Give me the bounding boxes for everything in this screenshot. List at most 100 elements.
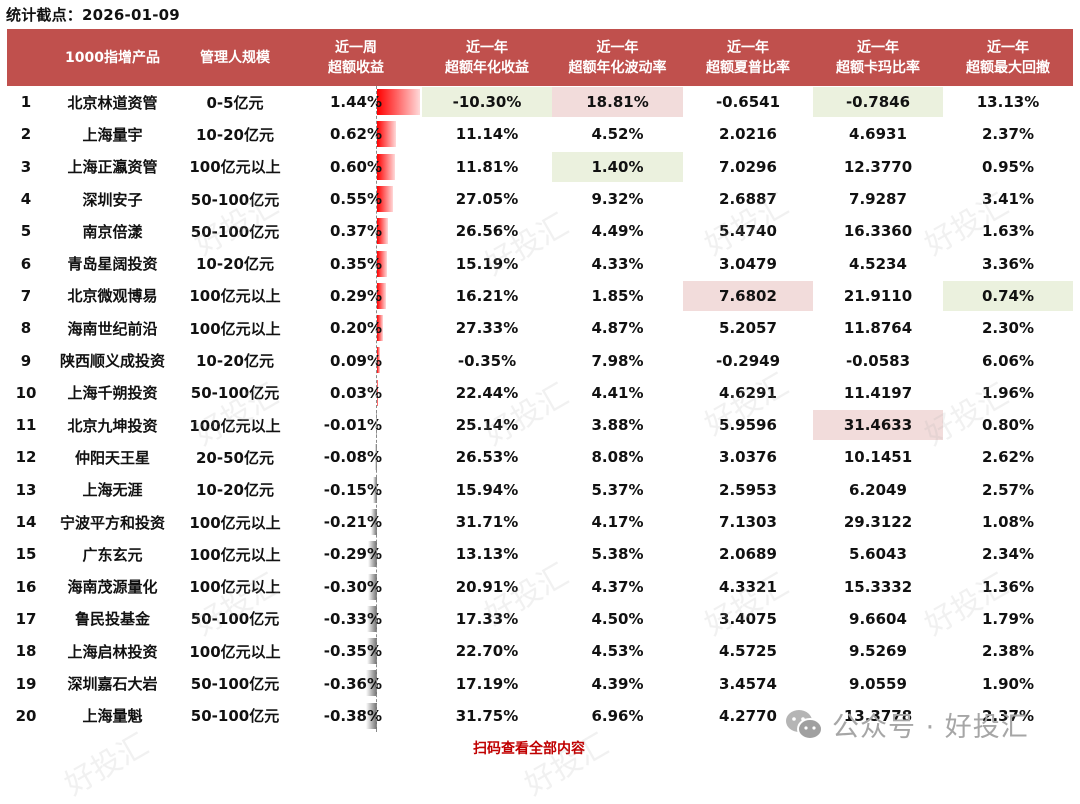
sharpe-ratio-cell: 7.0296 — [719, 157, 777, 176]
weekly-excess-cell: -0.21% — [323, 513, 382, 532]
table-row: 15 广东玄元 100亿元以上 -0.29% 13.13% 5.38% 2.0689 5.60… — [7, 538, 1073, 570]
calmar-ratio-cell: 9.0559 — [849, 674, 907, 693]
header-label: 超额夏普比率 — [706, 59, 790, 76]
header-label: 近一年 — [857, 39, 899, 56]
rank-cell: 2 — [20, 125, 32, 144]
max-drawdown-cell: 1.96% — [981, 383, 1035, 402]
sharpe-ratio-cell: 2.0216 — [719, 125, 777, 144]
product-name-cell: 北京微观博易 — [67, 287, 158, 306]
product-name-cell: 上海无涯 — [82, 481, 143, 500]
calmar-ratio-cell: 6.2049 — [849, 480, 907, 499]
annual-excess-cell: -0.35% — [457, 351, 517, 370]
max-drawdown-cell: 0.95% — [981, 157, 1035, 176]
table-row: 8 海南世纪前沿 100亿元以上 0.20% 27.33% 4.87% 5.2057 11.8… — [7, 312, 1073, 344]
weekly-excess-cell: 0.55% — [329, 190, 382, 209]
rank-cell: 19 — [15, 674, 37, 693]
table-row: 20 上海量魁 50-100亿元 -0.38% 31.75% 6.96% 4.2770 13.… — [7, 700, 1073, 732]
weekly-excess-cell: -0.29% — [323, 545, 382, 564]
annual-volatility-cell: 6.96% — [591, 706, 644, 725]
rank-cell: 18 — [15, 642, 37, 661]
header-label: 超额卡玛比率 — [836, 59, 920, 76]
calmar-ratio-cell: 11.8764 — [843, 319, 913, 338]
max-drawdown-cell: 2.30% — [981, 319, 1035, 338]
max-drawdown-cell: 13.13% — [976, 93, 1040, 112]
calmar-ratio-cell: 15.3332 — [843, 577, 913, 596]
annual-excess-cell: 15.19% — [455, 254, 519, 273]
rank-cell: 5 — [20, 222, 32, 241]
annual-volatility-cell: 4.52% — [591, 125, 644, 144]
annual-volatility-cell: 5.38% — [591, 545, 644, 564]
sharpe-ratio-cell: 3.0376 — [719, 448, 777, 467]
product-name-cell: 上海正瀛资管 — [67, 158, 158, 177]
manager-scale-cell: 20-50亿元 — [196, 448, 274, 467]
product-name-cell: 上海启林投资 — [67, 642, 158, 661]
sharpe-ratio-cell: 4.5725 — [719, 642, 777, 661]
header-label: 超额收益 — [328, 59, 384, 76]
weekly-excess-bar — [365, 702, 377, 729]
weekly-excess-cell: -0.35% — [323, 642, 382, 661]
product-name-cell: 宁波平方和投资 — [59, 513, 165, 532]
weekly-excess-bar — [377, 185, 394, 212]
max-drawdown-cell: 1.36% — [981, 577, 1035, 596]
table-row: 19 深圳嘉石大岩 50-100亿元 -0.36% 17.19% 4.39% 3.4574 9… — [7, 667, 1073, 699]
manager-scale-cell: 100亿元以上 — [189, 416, 281, 435]
annual-excess-cell: 25.14% — [455, 416, 519, 435]
annual-volatility-cell: 1.40% — [552, 151, 683, 182]
annual-volatility-cell: 5.37% — [591, 480, 644, 499]
annual-excess-cell: 26.53% — [455, 448, 519, 467]
annual-excess-cell: 31.75% — [455, 706, 519, 725]
rank-cell: 13 — [15, 480, 37, 499]
sharpe-ratio-cell: 5.4740 — [719, 222, 777, 241]
scan-qr-link[interactable]: 扫码查看全部内容 — [473, 741, 585, 757]
manager-scale-cell: 100亿元以上 — [189, 513, 281, 532]
annual-volatility-cell: 4.53% — [591, 642, 644, 661]
header-label: 近一年 — [727, 39, 769, 56]
weekly-excess-cell: -0.33% — [323, 609, 382, 628]
rank-cell: 20 — [15, 706, 37, 725]
max-drawdown-cell: 6.06% — [981, 351, 1035, 370]
header-volatility: 近一年 超额年化波动率 — [552, 29, 683, 86]
calmar-ratio-cell: 13.3778 — [843, 706, 913, 725]
manager-scale-cell: 10-20亿元 — [196, 352, 274, 371]
product-name-cell: 南京倍漾 — [82, 222, 143, 241]
sharpe-ratio-cell: 5.2057 — [719, 319, 777, 338]
product-name-cell: 青岛星阔投资 — [67, 255, 158, 274]
header-label: 管理人规模 — [200, 49, 270, 66]
max-drawdown-cell: 2.37% — [981, 706, 1035, 725]
weekly-excess-bar — [377, 379, 378, 406]
calmar-ratio-cell: 21.9110 — [843, 286, 913, 305]
table-row: 6 青岛星阔投资 10-20亿元 0.35% 15.19% 4.33% 3.0479 4.52… — [7, 248, 1073, 280]
manager-scale-cell: 50-100亿元 — [190, 190, 280, 209]
sharpe-ratio-cell: 2.0689 — [719, 545, 777, 564]
annual-excess-cell: 17.33% — [455, 609, 519, 628]
product-name-cell: 上海量魁 — [82, 707, 143, 726]
weekly-excess-bar — [377, 153, 395, 180]
sharpe-ratio-cell: 2.6887 — [719, 190, 777, 209]
annual-volatility-cell: 4.39% — [591, 674, 644, 693]
rank-cell: 16 — [15, 577, 37, 596]
header-rank — [7, 29, 45, 86]
annual-excess-cell: 15.94% — [455, 480, 519, 499]
annual-volatility-cell: 9.32% — [591, 190, 644, 209]
sharpe-ratio-cell: 3.0479 — [719, 254, 777, 273]
calmar-ratio-cell: 7.9287 — [849, 190, 907, 209]
table-header: 1000指增产品 管理人规模 近一周 超额收益 近一年 超额年化收益 近一年 超… — [7, 29, 1073, 86]
table-row: 13 上海无涯 10-20亿元 -0.15% 15.94% 5.37% 2.5953 6.20… — [7, 474, 1073, 506]
calmar-ratio-cell: 16.3360 — [843, 222, 913, 241]
header-label: 超额年化波动率 — [568, 59, 667, 76]
rank-cell: 3 — [20, 157, 32, 176]
calmar-ratio-cell: 31.4633 — [813, 410, 943, 440]
table-row: 3 上海正瀛资管 100亿元以上 0.60% 11.81% 1.40% 7.0296 12.3… — [7, 151, 1073, 183]
manager-scale-cell: 100亿元以上 — [189, 578, 281, 597]
annual-excess-cell: 22.44% — [455, 383, 519, 402]
weekly-excess-bar — [368, 573, 377, 600]
sharpe-ratio-cell: 4.3321 — [719, 577, 777, 596]
max-drawdown-cell: 1.63% — [981, 222, 1035, 241]
annual-volatility-cell: 4.37% — [591, 577, 644, 596]
annual-volatility-cell: 4.33% — [591, 254, 644, 273]
sharpe-ratio-cell: 7.1303 — [719, 513, 777, 532]
weekly-excess-cell: -0.15% — [323, 480, 382, 499]
rank-cell: 6 — [20, 254, 32, 273]
header-label: 近一年 — [466, 39, 508, 56]
header-scale: 管理人规模 — [180, 29, 290, 86]
